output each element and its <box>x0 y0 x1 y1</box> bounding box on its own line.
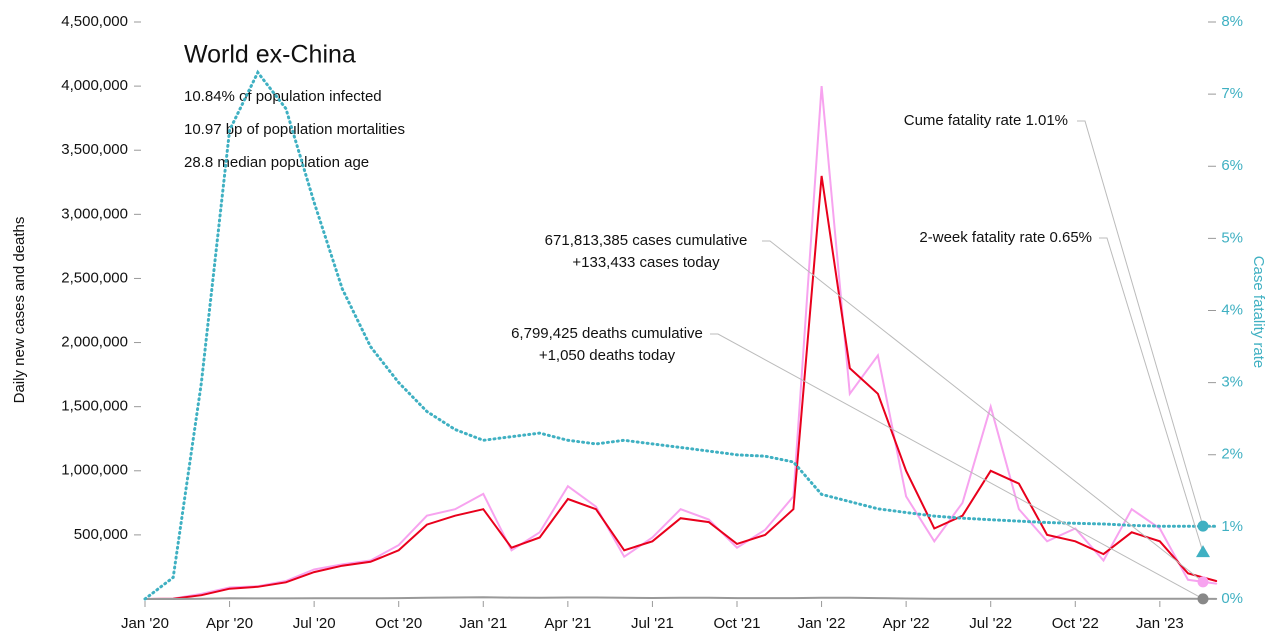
x-tick-label: Apr '22 <box>883 615 930 632</box>
y2-tick-label: 2% <box>1221 446 1243 463</box>
annotation: Cume fatality rate 1.01% <box>904 112 1068 129</box>
x-tick-label: Jul '22 <box>969 615 1012 632</box>
leader-line <box>1077 120 1204 527</box>
y-tick-label: 2,000,000 <box>61 334 128 351</box>
y-tick-label: 1,500,000 <box>61 398 128 415</box>
end-marker <box>1196 545 1210 558</box>
y2-tick-label: 1% <box>1221 518 1243 535</box>
x-tick-label: Apr '21 <box>544 615 591 632</box>
y-tick-label: 2,500,000 <box>61 269 128 286</box>
y2-tick-label: 7% <box>1221 85 1243 102</box>
leader-line <box>710 333 1204 600</box>
x-tick-label: Oct '20 <box>375 615 422 632</box>
y2-tick-label: 6% <box>1221 157 1243 174</box>
end-marker <box>1197 520 1209 532</box>
y2-axis-label: Case fatality rate <box>1250 256 1267 369</box>
y-tick-label: 4,000,000 <box>61 77 128 94</box>
annotation: +133,433 cases today <box>572 254 720 271</box>
series-line <box>143 69 1218 601</box>
y2-tick-label: 8% <box>1221 13 1243 30</box>
annotation: 2-week fatality rate 0.65% <box>919 229 1092 246</box>
y2-tick-label: 4% <box>1221 301 1243 318</box>
y-axis-label: Daily new cases and deaths <box>11 217 28 404</box>
y2-tick-label: 3% <box>1221 374 1243 391</box>
subtitle: 10.84% of population infected <box>184 88 382 105</box>
x-tick-label: Apr '20 <box>206 615 253 632</box>
x-tick-label: Jan '21 <box>459 615 507 632</box>
y-tick-label: 1,000,000 <box>61 462 128 479</box>
subtitle: 28.8 median population age <box>184 154 369 171</box>
x-tick-label: Jan '22 <box>798 615 846 632</box>
chart-title: World ex-China <box>184 41 356 69</box>
series-line <box>144 596 1218 600</box>
y-tick-label: 500,000 <box>74 526 128 543</box>
leader-line <box>1099 237 1204 553</box>
x-tick-label: Jan '20 <box>121 615 169 632</box>
x-tick-label: Oct '22 <box>1052 615 1099 632</box>
series-line <box>144 86 1218 600</box>
y-tick-label: 3,500,000 <box>61 141 128 158</box>
y-tick-label: 3,000,000 <box>61 205 128 222</box>
x-tick-label: Oct '21 <box>713 615 760 632</box>
end-marker <box>1197 593 1209 605</box>
annotation: 671,813,385 cases cumulative <box>545 232 748 249</box>
annotation: 6,799,425 deaths cumulative <box>511 325 703 342</box>
series-line <box>144 175 1218 600</box>
subtitle: 10.97 bp of population mortalities <box>184 121 405 138</box>
y2-tick-label: 5% <box>1221 229 1243 246</box>
y-tick-label: 4,500,000 <box>61 13 128 30</box>
x-tick-label: Jan '23 <box>1136 615 1184 632</box>
end-marker <box>1197 576 1209 588</box>
annotation: +1,050 deaths today <box>539 347 676 364</box>
x-tick-label: Jul '20 <box>293 615 336 632</box>
x-tick-label: Jul '21 <box>631 615 674 632</box>
leader-line <box>762 240 1204 583</box>
y2-tick-label: 0% <box>1221 590 1243 607</box>
